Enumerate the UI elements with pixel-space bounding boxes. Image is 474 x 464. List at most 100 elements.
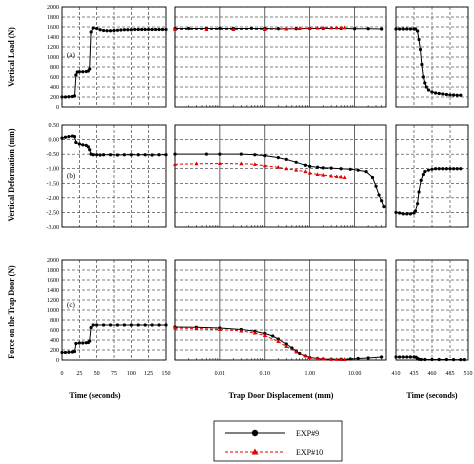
data-point xyxy=(356,356,360,361)
y-tick-label: 800 xyxy=(50,65,59,71)
data-point xyxy=(417,190,421,194)
data-point xyxy=(307,355,312,359)
panel-frame xyxy=(61,6,167,108)
data-point xyxy=(334,357,339,361)
data-point xyxy=(98,28,102,32)
y-tick-label: 2000 xyxy=(47,258,59,264)
y-tick-label: 1200 xyxy=(47,45,59,51)
panel-frame xyxy=(395,6,469,108)
data-point xyxy=(353,27,357,31)
panel-r2-c0: 0 200 400 600 800 1000 1200 1400 1600 1800 2000 0 25… xyxy=(47,258,171,377)
data-point xyxy=(60,136,64,140)
data-point xyxy=(262,333,267,337)
panel-label-c: (c) xyxy=(67,301,75,309)
data-point xyxy=(303,163,307,167)
data-point xyxy=(276,156,280,160)
xlabel-col-1: Time (seconds) xyxy=(69,391,121,400)
panel-r1-c0: -3.00 -2.50 -2.00 -1.50 -1.00 -0.50 0.00 0.50 xyxy=(47,123,167,231)
data-point xyxy=(81,143,85,147)
data-point xyxy=(303,169,308,174)
data-point xyxy=(88,67,92,71)
series-exp10-r2-c1 xyxy=(173,325,347,361)
panel-r1-c2 xyxy=(395,124,469,228)
panel-frame xyxy=(61,259,167,361)
data-point xyxy=(339,174,344,179)
panel-r0-c1 xyxy=(174,6,387,108)
data-point xyxy=(262,27,267,31)
panel-label-b: (b) xyxy=(67,172,76,180)
data-point xyxy=(129,153,133,157)
data-point xyxy=(150,27,154,32)
data-point xyxy=(434,167,438,171)
y-tick-label: -1.50 xyxy=(47,181,60,187)
y-tick-label: -2.50 xyxy=(47,210,60,216)
data-point xyxy=(253,153,257,157)
data-point xyxy=(370,175,375,180)
data-point xyxy=(102,153,106,157)
data-point xyxy=(284,157,288,161)
data-point xyxy=(218,152,222,156)
data-point xyxy=(342,175,347,179)
data-point xyxy=(105,29,109,33)
y-tick-label: 1600 xyxy=(47,25,59,31)
y-tick-label: -1.00 xyxy=(47,167,60,173)
legend-marker-exp9 xyxy=(251,429,259,437)
data-point xyxy=(147,27,151,32)
x-axis-titles: Time (seconds) Trap Door Displacement (m… xyxy=(69,391,458,400)
x-tick-label: 0.10 xyxy=(260,371,271,377)
data-point xyxy=(143,323,147,327)
data-point xyxy=(60,95,64,99)
data-point xyxy=(67,135,71,139)
series-exp9-r1-c1 xyxy=(173,152,386,209)
panel-frame xyxy=(61,124,167,228)
data-point xyxy=(284,26,289,31)
data-point xyxy=(315,356,320,360)
data-point xyxy=(204,152,208,156)
ylabel-row-b: Vertical Deformation (mm) xyxy=(7,128,16,221)
data-point xyxy=(276,339,281,343)
data-point xyxy=(394,27,398,31)
data-point xyxy=(112,28,116,33)
data-point xyxy=(413,27,418,31)
data-point xyxy=(380,27,384,31)
data-point xyxy=(284,342,288,346)
series-exp9-r2-c0 xyxy=(60,323,168,355)
data-point xyxy=(67,350,71,354)
y-tick-label: 400 xyxy=(50,338,59,344)
data-point xyxy=(173,27,177,31)
series-line xyxy=(395,168,461,215)
data-point xyxy=(136,27,140,32)
data-point xyxy=(276,165,281,169)
series-line xyxy=(174,326,382,360)
x-tick-label: 435 xyxy=(410,371,419,377)
data-point xyxy=(423,357,427,362)
data-point xyxy=(140,27,144,32)
y-tick-label: 200 xyxy=(50,95,59,101)
data-point xyxy=(284,166,289,171)
data-point xyxy=(77,341,81,345)
panel-r0-c0: 0 200 400 600 800 1000 1200 1400 1600 1800 2000 xyxy=(47,5,167,111)
data-point xyxy=(95,323,99,327)
data-point xyxy=(77,142,81,146)
data-point xyxy=(74,73,78,77)
panel-labels: (a) (b) (c) xyxy=(67,51,76,309)
data-point xyxy=(405,355,409,359)
data-point xyxy=(263,154,267,158)
data-point xyxy=(455,167,459,171)
data-point xyxy=(271,334,275,338)
data-point xyxy=(119,28,123,32)
y-tick-label: 0.50 xyxy=(49,123,60,129)
y-axis-titles: Vertical Load (N) Vertical Deformation (… xyxy=(7,27,16,359)
data-point xyxy=(437,167,441,171)
panel-label-a: (a) xyxy=(67,51,75,59)
y-tick-label: 0.00 xyxy=(49,138,60,144)
data-point xyxy=(401,355,405,359)
panel-frame xyxy=(174,259,387,361)
data-point xyxy=(91,323,95,327)
data-point xyxy=(452,358,456,362)
data-point xyxy=(329,25,334,30)
data-point xyxy=(160,27,165,32)
data-point xyxy=(252,330,257,335)
panel-r1-c1 xyxy=(174,124,387,228)
data-point xyxy=(334,174,339,179)
